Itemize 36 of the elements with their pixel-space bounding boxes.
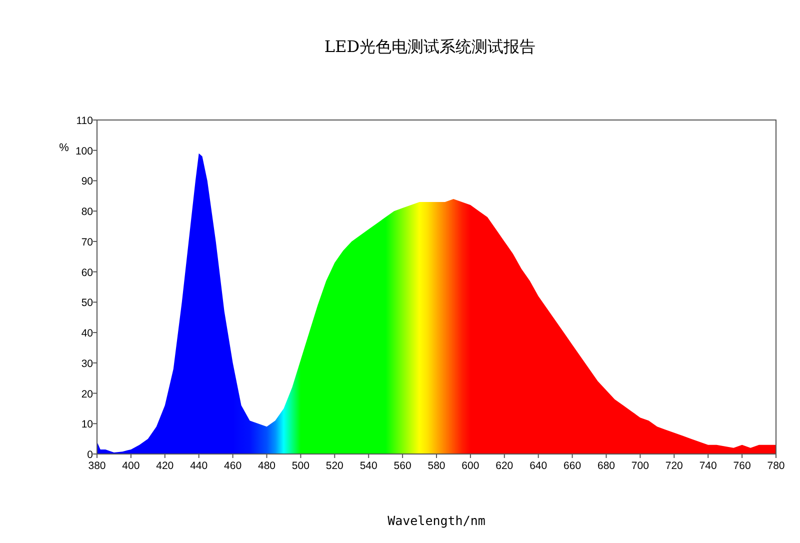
- x-tick-label: 620: [496, 460, 514, 472]
- y-tick-label: 90: [81, 176, 94, 188]
- x-tick-label: 700: [631, 460, 650, 472]
- x-tick-label: 540: [360, 460, 378, 472]
- y-tick-label: 0: [87, 449, 94, 461]
- x-tick-label: 440: [190, 460, 208, 472]
- x-tick-label: 780: [767, 460, 785, 472]
- chart-title: LED光色电测试系统测试报告: [324, 37, 536, 56]
- x-tick-label: 500: [292, 460, 310, 472]
- y-axis-title: %: [59, 142, 70, 154]
- x-tick-label: 760: [733, 460, 751, 472]
- y-tick-label: 40: [81, 328, 94, 340]
- x-tick-label: 560: [394, 460, 412, 472]
- y-tick-label: 70: [81, 236, 94, 248]
- y-tick-label: 60: [81, 266, 94, 279]
- x-tick-label: 660: [564, 460, 582, 472]
- y-tick-label: 10: [81, 418, 94, 431]
- y-tick-label: 100: [75, 145, 94, 158]
- y-tick-label: 110: [76, 115, 94, 127]
- x-tick-label: 640: [530, 460, 548, 472]
- y-tick-label: 50: [81, 297, 94, 310]
- x-tick-label: 580: [428, 460, 446, 472]
- x-tick-label: 420: [156, 460, 174, 472]
- x-tick-label: 520: [326, 460, 344, 472]
- y-tick-label: 80: [81, 206, 94, 218]
- x-tick-label: 720: [665, 460, 684, 472]
- y-tick-label: 30: [81, 358, 94, 370]
- x-tick-label: 380: [88, 460, 106, 472]
- x-tick-label: 680: [597, 460, 616, 472]
- x-tick-label: 600: [462, 460, 480, 472]
- x-tick-label: 460: [224, 460, 242, 472]
- x-tick-label: 400: [122, 460, 140, 472]
- x-axis-title: Wavelength/nm: [388, 513, 486, 528]
- y-tick-label: 20: [81, 388, 94, 400]
- x-tick-label: 740: [699, 460, 718, 472]
- x-tick-label: 480: [258, 460, 276, 472]
